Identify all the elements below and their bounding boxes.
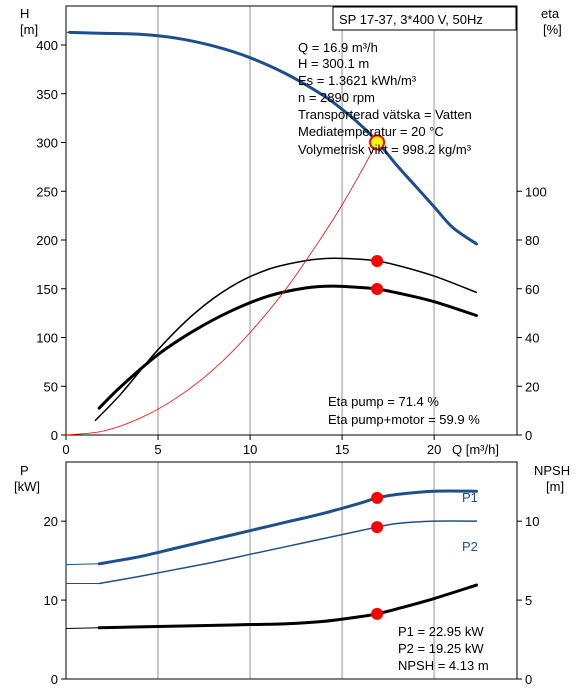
y-right-tick-label: 0 xyxy=(525,672,532,687)
y-right-tick-label: 80 xyxy=(525,233,539,248)
info-es: Es = 1.3621 kWh/m³ xyxy=(298,73,417,88)
eta-pump-motor-text: Eta pump+motor = 59.9 % xyxy=(328,412,480,427)
top-xlabel: Q [m³/h] xyxy=(452,442,499,457)
curve-npsh-ext xyxy=(65,627,100,629)
bottom-ylabel-right-line2: [m] xyxy=(546,479,564,494)
bottom-ylabel-right-line1: NPSH xyxy=(534,463,570,478)
duty-point-marker xyxy=(371,254,384,267)
y-left-tick-label: 0 xyxy=(51,672,58,687)
y-left-tick-label: 200 xyxy=(36,233,58,248)
curve-q-h-load xyxy=(65,142,378,436)
info-liquid: Transporterad vätska = Vatten xyxy=(298,107,472,122)
top-ylabel-right-line1: eta xyxy=(541,6,560,21)
curves xyxy=(65,30,479,630)
p2-value-text: P2 = 19.25 kW xyxy=(398,641,484,656)
top-ylabel-right-line2: [%] xyxy=(543,22,562,37)
y-left-tick-label: 20 xyxy=(44,514,58,529)
y-right-tick-label: 20 xyxy=(525,379,539,394)
info-n: n = 2890 rpm xyxy=(298,90,375,105)
top-ylabel-left-line1: H xyxy=(20,6,29,21)
curve-p2 xyxy=(98,520,478,585)
y-right-tick-label: 0 xyxy=(525,428,532,443)
bottom-ylabel-left-line1: P xyxy=(20,463,29,478)
legend-p2: P2 xyxy=(462,539,478,554)
duty-point-markers xyxy=(369,134,386,620)
bottom-chart-gridlines xyxy=(157,462,436,679)
info-temp: Mediatemperatur = 20 °C xyxy=(298,124,444,139)
info-q: Q = 16.9 m³/h xyxy=(298,40,378,55)
bottom-ylabel-left-line2: [kW] xyxy=(14,479,40,494)
x-tick-label: 0 xyxy=(62,442,69,457)
x-tick-label: 10 xyxy=(243,442,257,457)
y-left-tick-label: 250 xyxy=(36,184,58,199)
y-right-tick-label: 5 xyxy=(525,593,532,608)
npsh-value-text: NPSH = 4.13 m xyxy=(398,658,489,673)
curve-npsh xyxy=(97,583,479,630)
y-left-tick-label: 400 xyxy=(36,38,58,53)
y-right-tick-label: 100 xyxy=(525,184,547,199)
top-chart-gridlines xyxy=(157,6,436,435)
duty-point-marker xyxy=(371,491,384,504)
title-box xyxy=(332,6,517,31)
info-block: Q = 16.9 m³/h H = 300.1 m Es = 1.3621 kW… xyxy=(298,40,472,157)
title-text: SP 17-37, 3*400 V, 50Hz xyxy=(339,12,483,27)
duty-point-marker xyxy=(371,607,384,620)
y-left-tick-label: 150 xyxy=(36,282,58,297)
bottom-chart-frame xyxy=(65,461,518,680)
top-ylabel-left-line2: [m] xyxy=(20,22,38,37)
legend-p1: P1 xyxy=(462,490,478,505)
y-left-tick-label: 350 xyxy=(36,87,58,102)
y-right-tick-label: 10 xyxy=(525,514,539,529)
eta-pump-text: Eta pump = 71.4 % xyxy=(328,394,439,409)
y-right-tick-label: 60 xyxy=(525,282,539,297)
curve-eta-pump xyxy=(94,257,478,422)
x-tick-label: 5 xyxy=(154,442,161,457)
y-left-tick-label: 50 xyxy=(44,379,58,394)
y-left-tick-label: 10 xyxy=(44,593,58,608)
y-left-tick-label: 300 xyxy=(36,136,58,151)
top-chart-frame xyxy=(65,5,518,436)
info-h: H = 300.1 m xyxy=(298,56,369,71)
y-left-tick-label: 0 xyxy=(51,428,58,443)
x-tick-label: 20 xyxy=(427,442,441,457)
duty-point-marker xyxy=(369,134,386,151)
info-density: Volymetrisk vikt = 998.2 kg/m³ xyxy=(298,142,472,157)
curve-h xyxy=(68,30,479,246)
x-tick-label: 15 xyxy=(335,442,349,457)
tick-labels: 0 5 10 15 2005010015020025030035040002040608… xyxy=(36,38,546,687)
curve-p1-ext xyxy=(65,563,100,566)
curve-eta-pump-motor xyxy=(97,284,479,410)
p1-value-text: P1 = 22.95 kW xyxy=(398,624,484,639)
duty-point-marker xyxy=(371,521,384,534)
y-left-tick-label: 100 xyxy=(36,331,58,346)
curve-p1 xyxy=(97,489,479,566)
duty-point-marker xyxy=(371,282,384,295)
y-right-tick-label: 40 xyxy=(525,331,539,346)
